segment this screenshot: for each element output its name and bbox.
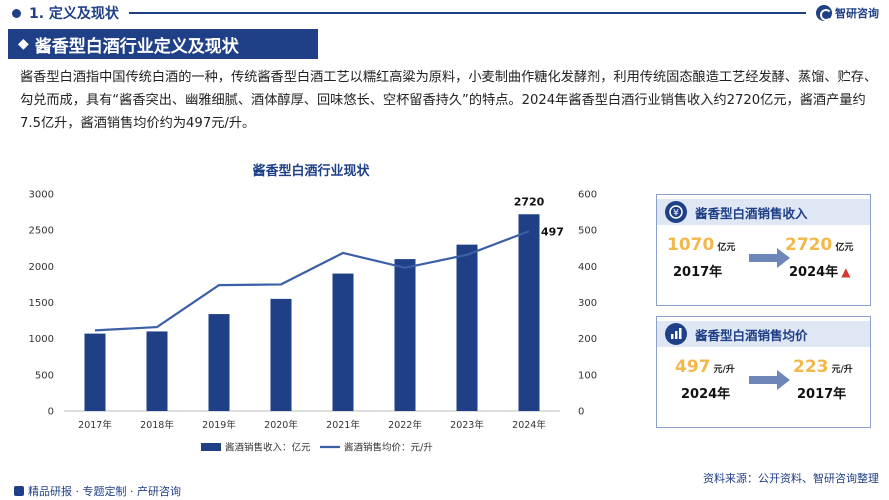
y-left-tick-label: 1500 — [29, 298, 54, 309]
bar — [518, 214, 540, 411]
bar — [208, 314, 230, 411]
svg-text:¥: ¥ — [673, 209, 679, 219]
legend-line-label: 酱酒销售均价：元/升 — [344, 442, 433, 454]
bar — [84, 333, 106, 411]
bar — [146, 331, 168, 411]
revenue-year-2024: 2024年 ▲ — [789, 265, 851, 280]
y-right-tick-label: 200 — [578, 334, 597, 345]
legend-bar-label: 酱酒销售收入：亿元 — [225, 442, 311, 454]
legend-bar-swatch — [201, 443, 221, 451]
bar — [332, 273, 354, 411]
intro-paragraph: 酱香型白酒指中国传统白酒的一种，传统酱香型白酒工艺以糯红高粱为原料，小麦制曲作糖… — [20, 70, 878, 131]
y-right-tick-label: 0 — [578, 407, 584, 418]
combo-chart: 0 500 1000 1500 2000 2500 3000 0 100 200 300 400 500… — [29, 190, 598, 454]
brand-square-icon — [14, 486, 24, 496]
y-right-tick-label: 300 — [578, 298, 597, 309]
chart-title: 酱香型白酒行业现状 — [252, 164, 370, 179]
brand-name: 智研咨询 — [835, 7, 879, 20]
y-left-tick-label: 500 — [35, 370, 54, 381]
bar-chart-icon — [665, 323, 687, 345]
section-dot-icon — [12, 8, 21, 18]
money-icon: ¥ — [665, 201, 687, 223]
section-divider — [128, 12, 806, 14]
bar — [456, 244, 478, 411]
revenue-value-2017: 1070 亿元 — [667, 235, 736, 255]
page-title-banner: ◆ 酱香型白酒行业定义及现状 — [8, 29, 318, 59]
y-left-tick-label: 1000 — [29, 334, 54, 345]
y-left-tick-label: 3000 — [29, 190, 54, 201]
price-year-2024: 2024年 — [681, 387, 731, 402]
y-left-tick-label: 2000 — [29, 262, 54, 273]
x-tick-label: 2018年 — [140, 419, 174, 431]
price-value-2017: 223 元/升 — [793, 357, 853, 377]
price-card-header: 酱香型白酒销售均价 — [657, 321, 870, 347]
x-tick-label: 2019年 — [202, 419, 236, 431]
bar — [270, 298, 292, 411]
flow-arrow-icon — [749, 370, 790, 390]
price-card: 酱香型白酒销售均价 497 元/升 2024年 223 元/升 2017年 — [656, 316, 871, 428]
revenue-year-2017: 2017年 — [673, 265, 723, 280]
up-arrow-icon: ▲ — [841, 265, 851, 279]
x-tick-label: 2023年 — [450, 419, 484, 431]
x-tick-label: 2024年 — [512, 419, 546, 431]
x-tick-label: 2020年 — [264, 419, 298, 431]
y-right-tick-label: 600 — [578, 190, 597, 201]
section-title: 1. 定义及现状 — [29, 6, 119, 22]
price-year-2017: 2017年 — [797, 387, 847, 402]
bar-data-label: 2720 — [514, 195, 545, 208]
bar — [394, 259, 416, 411]
y-right-tick-label: 500 — [578, 226, 597, 237]
brand-logo: 智研咨询 — [816, 5, 879, 21]
line-data-label: 497 — [541, 225, 564, 238]
x-tick-label: 2022年 — [388, 419, 422, 431]
y-right-tick-label: 400 — [578, 262, 597, 273]
price-card-title: 酱香型白酒销售均价 — [695, 327, 808, 343]
revenue-card-header: ¥ 酱香型白酒销售收入 — [657, 199, 870, 225]
revenue-card: ¥ 酱香型白酒销售收入 1070 亿元 2017年 2720 亿元 2024年 ▲ — [656, 194, 871, 306]
page-title: 酱香型白酒行业定义及现状 — [34, 36, 239, 57]
top-bar: 1. 定义及现状 智研咨询 — [0, 0, 889, 26]
x-tick-label: 2021年 — [326, 419, 360, 431]
flow-arrow-icon — [749, 248, 790, 268]
y-right-tick-label: 100 — [578, 370, 597, 381]
revenue-value-2024: 2720 亿元 — [785, 235, 854, 255]
x-tick-label: 2017年 — [78, 419, 112, 431]
y-left-tick-label: 2500 — [29, 226, 54, 237]
data-source: 资料来源：公开资料、智研咨询整理 — [703, 472, 879, 485]
footer-tagline: 精品研报 · 专题定制 · 产研咨询 — [14, 483, 181, 499]
brand-logo-icon — [816, 5, 832, 21]
price-value-2024: 497 元/升 — [675, 357, 735, 377]
revenue-card-title: 酱香型白酒销售收入 — [695, 205, 808, 221]
diamond-icon: ◆ — [18, 36, 29, 52]
y-left-tick-label: 0 — [48, 407, 54, 418]
price-line — [94, 230, 530, 332]
